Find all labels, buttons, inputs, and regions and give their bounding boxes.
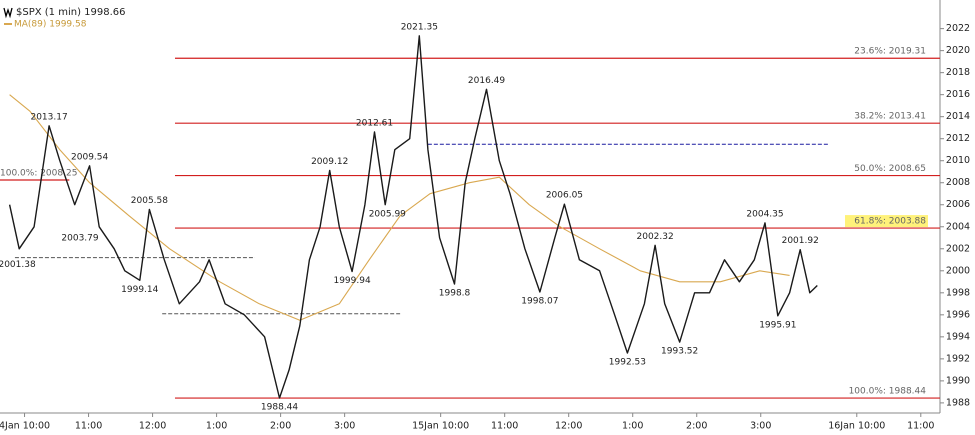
x-tick-label: 11:00 [907,421,934,432]
price-annotation: 2001.38 [0,260,36,270]
y-tick-label: 2016 [946,89,970,100]
y-tick-label: 2012 [946,133,970,144]
price-annotation: 1998.8 [439,289,471,299]
y-tick-label: 1998 [946,287,970,298]
legend-icon [3,7,13,19]
y-tick-label: 2014 [946,111,970,122]
price-annotation: 2001.92 [782,236,819,246]
x-tick-label: 16Jan 10:00 [828,421,885,432]
fib-label: 100.0%: 2008.25 [0,168,77,178]
price-annotation: 1993.52 [661,347,698,357]
fib-label: 38.2%: 2013.41 [854,112,926,122]
price-annotation: 2005.58 [131,196,168,206]
x-tick-label: 12:00 [139,421,166,432]
series-line [9,94,790,321]
y-tick-label: 1990 [946,375,970,386]
price-annotation: 2016.49 [468,76,505,86]
legend-label: MA(89) 1999.58 [14,20,87,30]
y-tick-label: 2008 [946,177,970,188]
price-annotation: 2021.35 [401,22,438,32]
y-tick-label: 1988 [946,397,970,408]
price-annotation: 2013.17 [30,112,67,122]
fib-label: 61.8%: 2003.88 [854,217,926,227]
x-tick-label: 3:00 [334,421,355,432]
price-annotation: 2005.99 [369,209,406,219]
x-tick-label: 12:00 [555,421,582,432]
x-tick-label: 2:00 [270,421,291,432]
price-annotation: 2004.35 [746,209,783,219]
x-tick-label: 1:00 [206,421,227,432]
fib-highlight [845,215,928,228]
price-annotation: 2009.12 [311,157,348,167]
y-tick-label: 2010 [946,155,970,166]
price-annotation: 1995.91 [759,320,796,330]
price-annotation: 2002.32 [637,232,674,242]
y-tick-label: 2004 [946,221,970,232]
price-annotation: 2012.61 [356,118,393,128]
x-tick-label: 11:00 [75,421,102,432]
price-annotation: 1999.94 [333,276,370,286]
x-tick-label: 2:00 [686,421,707,432]
fib-label: 50.0%: 2008.65 [854,164,926,174]
price-annotation: 1988.44 [261,403,298,413]
x-tick-label: 3:00 [750,421,771,432]
series-line [8,35,818,399]
y-tick-label: 2002 [946,243,970,254]
legend-label: $SPX (1 min) 1998.66 [16,7,126,18]
x-tick-label: 15Jan 10:00 [412,421,469,432]
price-annotation: 1999.14 [121,285,158,295]
y-tick-label: 1994 [946,331,970,342]
x-tick-label: 4Jan 10:00 [0,421,50,432]
fib-label: 23.6%: 2019.31 [854,47,926,57]
price-annotation: 2006.05 [546,191,583,201]
x-tick-label: 1:00 [622,421,643,432]
fib-label: 100.0%: 1988.44 [849,387,927,397]
price-annotation: 1992.53 [609,358,646,368]
y-tick-label: 2022 [946,23,970,34]
legend: $SPX (1 min) 1998.66 MA(89) 1999.58 [3,7,126,30]
y-tick-label: 2000 [946,265,970,276]
y-tick-label: 2006 [946,199,970,210]
y-tick-label: 2018 [946,67,970,78]
price-annotation: 2009.54 [71,152,108,162]
y-tick-label: 2020 [946,45,970,56]
price-annotation: 2003.79 [61,234,98,244]
y-tick-label: 1996 [946,309,970,320]
x-tick-label: 11:00 [491,421,518,432]
y-tick-label: 1992 [946,353,970,364]
price-annotation: 1998.07 [521,297,558,307]
